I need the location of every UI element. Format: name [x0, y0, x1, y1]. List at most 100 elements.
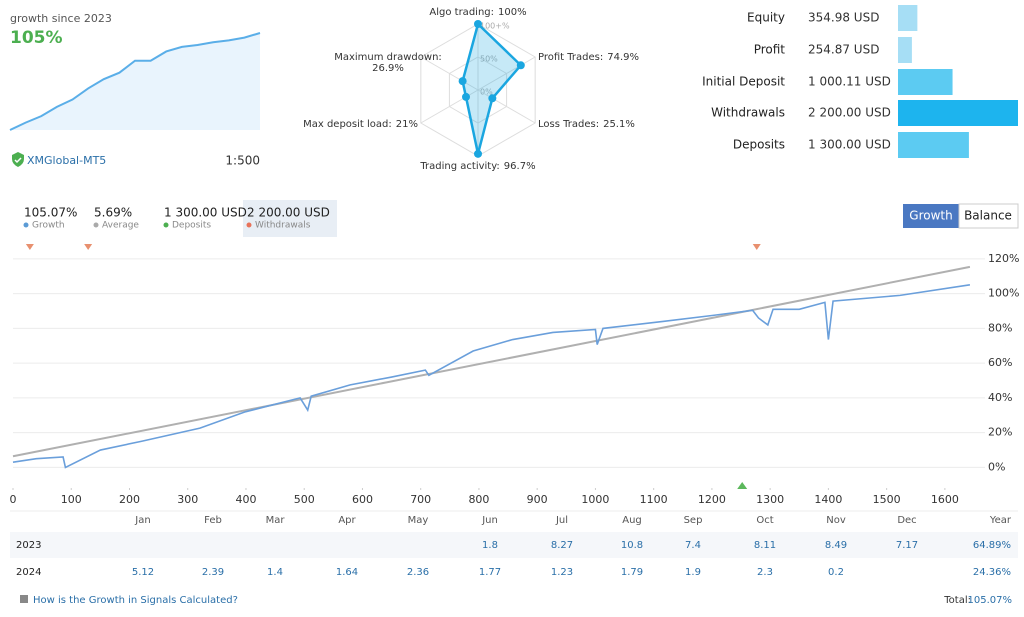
summary-value: 5.69%	[94, 206, 132, 220]
radar-value: 100%	[498, 7, 527, 18]
table-cell: 1.8	[482, 540, 498, 551]
summary-value: 2 200.00 USD	[247, 206, 330, 220]
radar-label: Trading activity:	[419, 161, 499, 172]
radar-point	[458, 77, 467, 86]
table-cell: 10.8	[621, 540, 643, 551]
stat-value: 354.98 USD	[808, 11, 879, 25]
radar-point	[474, 149, 482, 158]
radar-spoke	[477, 89, 536, 124]
y-tick-label: 80%	[988, 321, 1012, 334]
stat-bar	[898, 100, 1018, 126]
x-tick-label: 1400	[814, 493, 842, 506]
table-cell: 8.49	[825, 540, 847, 551]
table-cell: 0.2	[828, 567, 844, 578]
x-tick-label: 0	[10, 493, 17, 506]
radar-value: 26.9%	[372, 63, 404, 74]
x-tick-label: 400	[235, 493, 256, 506]
mini-line	[9, 32, 261, 131]
verified-icon	[12, 152, 24, 167]
summary-label: Growth	[32, 221, 65, 231]
series-line	[12, 284, 971, 469]
deposit-marker	[737, 482, 748, 489]
table-cell: 2.3	[757, 567, 773, 578]
table-cell: 1.4	[267, 567, 283, 578]
withdrawal-marker	[752, 244, 761, 250]
help-link[interactable]: How is the Growth in Signals Calculated?	[33, 595, 238, 606]
x-tick-label: 1100	[640, 493, 668, 506]
row-year: 2023	[16, 540, 41, 551]
summary-dot	[163, 222, 169, 228]
table-header: Jun	[481, 515, 498, 526]
stat-label: Deposits	[733, 138, 785, 152]
table-header: Jan	[134, 515, 150, 526]
table-cell: 1.77	[479, 567, 501, 578]
x-tick-label: 800	[468, 493, 489, 506]
total-value: 105.07%	[968, 595, 1013, 606]
radar-point	[474, 20, 482, 28]
radar-value: 74.9%	[607, 52, 639, 63]
radar-label-group: Algo trading: 100%	[429, 7, 526, 18]
table-header: Oct	[756, 515, 773, 526]
x-tick-label: 100	[61, 493, 82, 506]
radar-label-group: Trading activity: 96.7%	[419, 161, 535, 172]
table-header: Aug	[622, 515, 642, 526]
radar-label: Profit Trades:	[538, 52, 603, 63]
radar-label-group: Loss Trades: 25.1%	[538, 119, 635, 130]
summary-highlight	[243, 200, 337, 237]
x-tick-label: 1000	[581, 493, 609, 506]
table-header: Jul	[555, 515, 568, 526]
radar-value: 96.7%	[504, 161, 536, 172]
withdrawal-marker	[84, 244, 93, 250]
table-header: Sep	[684, 515, 703, 526]
table-cell: 1.79	[621, 567, 643, 578]
radar-spoke	[420, 56, 479, 91]
x-tick-label: 1200	[698, 493, 726, 506]
leverage: 1:500	[225, 154, 260, 168]
radar-value: 21%	[396, 119, 418, 130]
y-tick-label: 60%	[988, 356, 1012, 369]
radar-point	[516, 61, 525, 70]
x-tick-label: 900	[527, 493, 548, 506]
radar-spoke	[477, 56, 536, 91]
radar-label: Loss Trades:	[538, 119, 599, 130]
help-icon	[20, 595, 28, 603]
stat-value: 1 000.11 USD	[808, 75, 891, 89]
toggle-label[interactable]: Balance	[964, 209, 1012, 223]
growth-value: 105%	[10, 28, 63, 48]
stat-value: 2 200.00 USD	[808, 106, 891, 120]
toggle-inactive[interactable]	[958, 203, 1019, 229]
toggle-active[interactable]	[903, 204, 959, 228]
summary-label: Withdrawals	[255, 221, 311, 231]
table-cell: 8.27	[551, 540, 573, 551]
stat-label: Profit	[754, 43, 786, 57]
radar-label: Maximum drawdown:	[334, 52, 442, 63]
table-header: May	[408, 515, 429, 526]
radar-label: Algo trading:	[429, 7, 494, 18]
radar-tick: 100+%	[480, 22, 510, 31]
toggle-label[interactable]: Growth	[909, 209, 952, 223]
row-band	[10, 532, 1018, 558]
table-cell: 24.36%	[973, 567, 1011, 578]
x-tick-label: 300	[177, 493, 198, 506]
account-link[interactable]: XMGlobal-MT5	[27, 154, 106, 167]
y-tick-label: 100%	[988, 287, 1019, 300]
table-header: Nov	[826, 515, 846, 526]
stat-value: 1 300.00 USD	[808, 138, 891, 152]
table-header: Dec	[897, 515, 916, 526]
stat-bar	[898, 132, 969, 158]
row-year: 2024	[16, 567, 41, 578]
check	[14, 157, 22, 164]
table-cell: 1.23	[551, 567, 573, 578]
radar-label: Max deposit load:	[303, 119, 392, 130]
table-cell: 8.11	[754, 540, 776, 551]
summary-dot	[23, 222, 29, 228]
table-cell: 2.39	[202, 567, 224, 578]
table-cell: 64.89%	[973, 540, 1011, 551]
summary-dot	[93, 222, 99, 228]
stat-label: Withdrawals	[711, 106, 785, 120]
table-cell: 5.12	[132, 567, 154, 578]
x-tick-label: 1300	[756, 493, 784, 506]
x-tick-label: 500	[294, 493, 315, 506]
radar-label-group: Profit Trades: 74.9%	[538, 52, 639, 63]
stat-label: Initial Deposit	[702, 75, 785, 89]
